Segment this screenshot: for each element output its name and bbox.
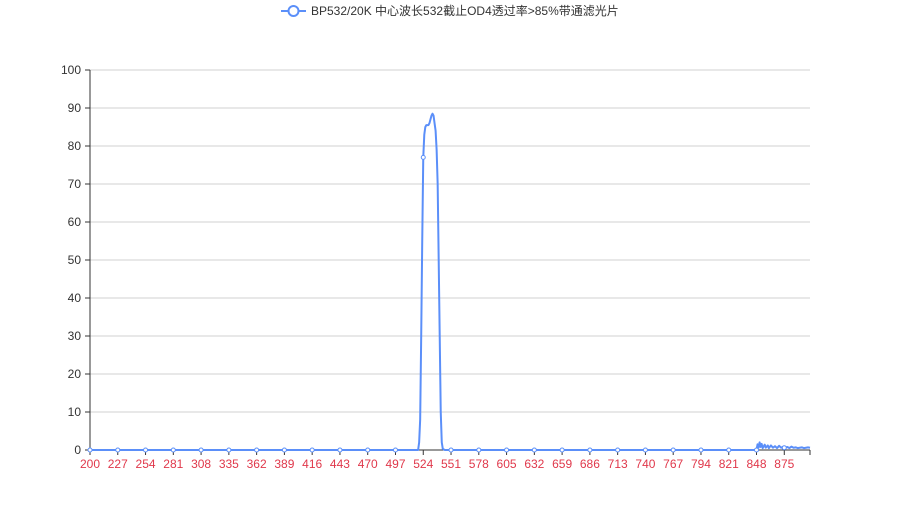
x-tick-label: 443 bbox=[330, 457, 350, 471]
x-tick-label: 254 bbox=[136, 457, 156, 471]
x-tick-label: 308 bbox=[191, 457, 211, 471]
x-tick-label: 551 bbox=[441, 457, 461, 471]
x-tick-label: 362 bbox=[247, 457, 267, 471]
y-tick-label: 40 bbox=[68, 291, 82, 305]
data-point[interactable] bbox=[143, 447, 149, 453]
data-point[interactable] bbox=[698, 447, 704, 453]
x-tick-label: 200 bbox=[80, 457, 100, 471]
x-tick-label: 524 bbox=[413, 457, 433, 471]
series-group bbox=[87, 112, 811, 453]
data-point[interactable] bbox=[504, 447, 510, 453]
data-point[interactable] bbox=[226, 447, 232, 453]
data-point[interactable] bbox=[754, 447, 760, 453]
data-point[interactable] bbox=[587, 447, 593, 453]
data-point[interactable] bbox=[726, 447, 732, 453]
x-tick-label: 848 bbox=[746, 457, 766, 471]
x-tick-label: 497 bbox=[385, 457, 405, 471]
x-tick-label: 794 bbox=[691, 457, 711, 471]
y-tick-label: 90 bbox=[68, 101, 82, 115]
x-tick-label: 416 bbox=[302, 457, 322, 471]
x-tick-label: 578 bbox=[469, 457, 489, 471]
y-tick-label: 50 bbox=[68, 253, 82, 267]
y-axis: 0 10 20 30 40 50 60 70 80 90 100 bbox=[61, 63, 91, 457]
data-point[interactable] bbox=[531, 447, 537, 453]
x-tick-label: 470 bbox=[358, 457, 378, 471]
x-tick-label: 875 bbox=[774, 457, 794, 471]
x-tick-label: 389 bbox=[274, 457, 294, 471]
legend-label[interactable]: BP532/20K 中心波长532截止OD4透过率>85%带通滤光片 bbox=[311, 3, 619, 18]
series-line bbox=[90, 112, 811, 451]
data-point[interactable] bbox=[337, 447, 343, 453]
data-point[interactable] bbox=[559, 447, 565, 453]
x-axis: 200 227 254 281 308 335 362 389 416 443 470 497 524 5… bbox=[80, 449, 811, 471]
x-tick-label: 659 bbox=[552, 457, 572, 471]
data-point[interactable] bbox=[420, 154, 426, 160]
data-point[interactable] bbox=[281, 447, 287, 453]
x-tick-label: 713 bbox=[608, 457, 628, 471]
y-tick-label: 60 bbox=[68, 215, 82, 229]
data-point[interactable] bbox=[254, 447, 260, 453]
x-tick-label: 632 bbox=[524, 457, 544, 471]
x-tick-label: 605 bbox=[497, 457, 517, 471]
y-tick-label: 30 bbox=[68, 329, 82, 343]
data-point[interactable] bbox=[115, 447, 121, 453]
x-tick-label: 740 bbox=[635, 457, 655, 471]
x-tick-label: 335 bbox=[219, 457, 239, 471]
data-point[interactable] bbox=[87, 447, 93, 453]
x-tick-label: 767 bbox=[663, 457, 683, 471]
legend-marker-icon bbox=[287, 5, 300, 17]
data-point[interactable] bbox=[670, 447, 676, 453]
y-tick-label: 0 bbox=[74, 443, 81, 457]
x-tick-label: 686 bbox=[580, 457, 600, 471]
y-tick-label: 20 bbox=[68, 367, 82, 381]
data-point[interactable] bbox=[476, 447, 482, 453]
y-tick-label: 100 bbox=[61, 63, 81, 77]
x-tick-label: 227 bbox=[108, 457, 128, 471]
data-point[interactable] bbox=[198, 447, 204, 453]
data-point[interactable] bbox=[309, 447, 315, 453]
data-point[interactable] bbox=[448, 447, 454, 453]
x-tick-label: 281 bbox=[163, 457, 183, 471]
data-point[interactable] bbox=[615, 447, 621, 453]
data-point[interactable] bbox=[170, 447, 176, 453]
data-point[interactable] bbox=[781, 445, 787, 451]
x-tick-label: 821 bbox=[719, 457, 739, 471]
gridlines bbox=[90, 69, 810, 413]
y-tick-label: 80 bbox=[68, 139, 82, 153]
legend[interactable]: BP532/20K 中心波长532截止OD4透过率>85%带通滤光片 bbox=[281, 3, 619, 18]
data-point[interactable] bbox=[392, 447, 398, 453]
y-tick-label: 70 bbox=[68, 177, 82, 191]
y-tick-label: 10 bbox=[68, 405, 82, 419]
data-point[interactable] bbox=[365, 447, 371, 453]
data-point[interactable] bbox=[642, 447, 648, 453]
